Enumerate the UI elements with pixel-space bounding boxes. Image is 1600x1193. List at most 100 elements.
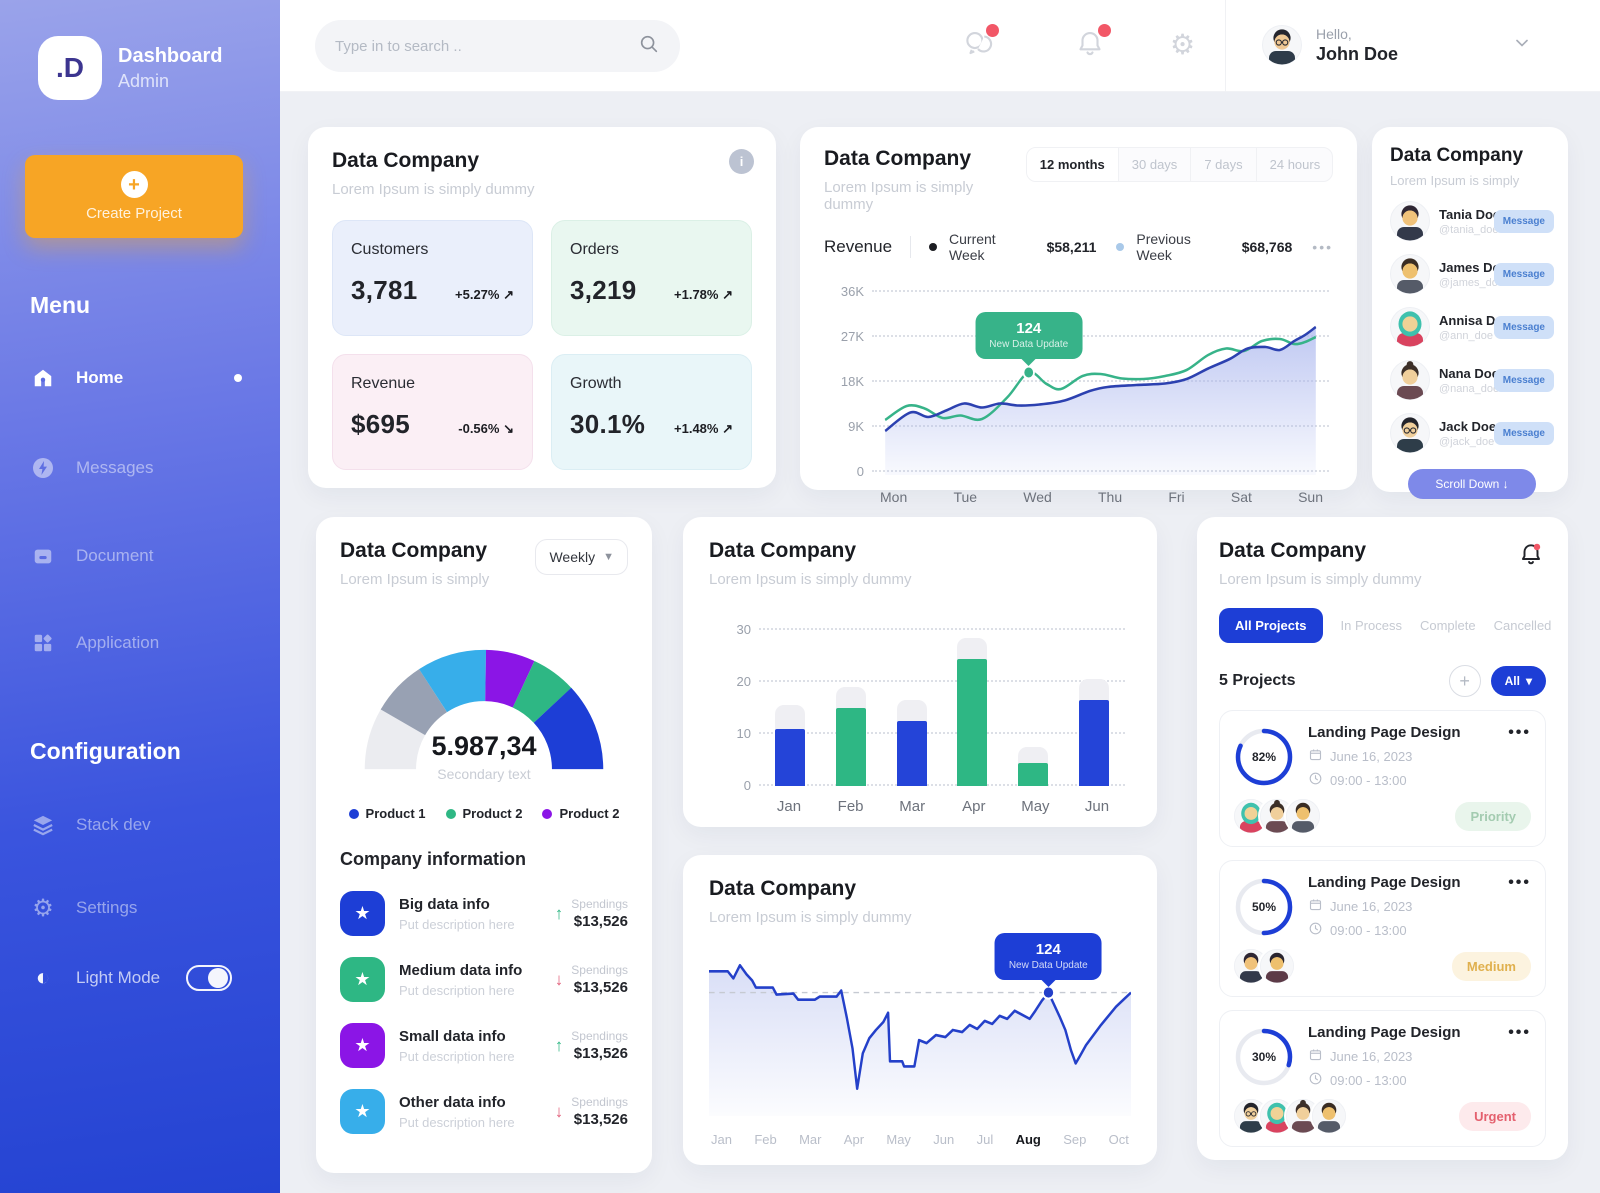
star-icon: ★ [340, 1089, 385, 1134]
x-axis-labels: Jan Feb Mar Apr May Jun Jul Aug Sep Oct [711, 1132, 1129, 1147]
tab-30-days[interactable]: 30 days [1117, 148, 1191, 181]
chat-icon-button[interactable] [963, 24, 999, 62]
bar-jun[interactable] [1078, 679, 1109, 786]
chat-notification-dot [986, 24, 999, 37]
priority-badge: Priority [1455, 801, 1531, 831]
stat-value: 3,219 [570, 275, 637, 305]
spendings-value: $13,526 [573, 1111, 628, 1128]
trend-up-icon: ↗ [722, 287, 733, 302]
project-name: Landing Page Design [1308, 1024, 1461, 1041]
sidebar-item-application[interactable]: Application [30, 630, 250, 656]
bar-apr[interactable] [957, 637, 988, 786]
more-options-icon[interactable]: ••• [1312, 239, 1334, 255]
message-button[interactable]: Message [1493, 368, 1554, 392]
y-tick: 27K [840, 329, 864, 344]
sidebar-item-messages[interactable]: Messages [30, 455, 250, 481]
trend-up-icon: ↗ [503, 287, 514, 302]
sidebar: .D Dashboard Admin + Create Project Menu… [0, 0, 280, 1193]
card-title: Data Company [824, 147, 972, 170]
bar-mar[interactable] [896, 700, 927, 786]
avatar [1390, 254, 1430, 294]
application-grid-icon [30, 630, 56, 656]
project-name: Landing Page Design [1308, 724, 1461, 741]
bell-icon-button[interactable] [1075, 24, 1111, 62]
message-button[interactable]: Message [1493, 421, 1554, 445]
card-subtitle: Lorem Ipsum is simply dummy [824, 179, 974, 213]
message-button[interactable]: Message [1493, 315, 1554, 339]
clock-icon [1308, 921, 1323, 939]
sidebar-item-home[interactable]: Home [30, 365, 250, 391]
light-mode-toggle[interactable] [186, 965, 232, 991]
info-icon[interactable]: i [729, 149, 754, 174]
card-title: Data Company [1219, 539, 1367, 562]
stat-tile-customers[interactable]: Customers 3,781 +5.27% ↗ [332, 220, 533, 336]
create-project-label: Create Project [86, 205, 182, 222]
project-date: June 16, 2023 [1330, 898, 1413, 914]
project-time: 09:00 - 13:00 [1330, 922, 1407, 938]
message-button[interactable]: Message [1493, 262, 1554, 286]
y-tick: 0 [743, 778, 751, 793]
scroll-down-button[interactable]: Scroll Down ↓ [1408, 469, 1536, 499]
card-subtitle: Lorem Ipsum is simply dummy [709, 909, 912, 926]
tab-complete[interactable]: Complete [1419, 618, 1476, 633]
info-row-small-data: ★ Small data info Put description here ↑ … [340, 1023, 628, 1068]
stat-tile-revenue[interactable]: Revenue $695 -0.56% ↘ [332, 354, 533, 470]
user-list-name: James Doe [1439, 259, 1508, 275]
avatar-group [1234, 1099, 1346, 1133]
legend-dot [445, 808, 456, 819]
more-options-icon[interactable]: ••• [1508, 1024, 1531, 1041]
settings-gear-button[interactable]: ⚙ [1170, 28, 1204, 62]
chart-legend: Revenue Current Week $58,211 Previous We… [824, 231, 1333, 263]
progress-percent: 30% [1251, 1049, 1277, 1064]
menu-section-label: Menu [30, 292, 91, 318]
project-item[interactable]: 82% Landing Page Design June 16, 2023 09… [1219, 710, 1546, 847]
series-name: Previous Week [1136, 231, 1191, 263]
sidebar-item-label: Messages [76, 458, 154, 477]
user-list-name: Tania Doe [1439, 206, 1501, 222]
filter-dropdown[interactable]: All ▾ [1490, 666, 1546, 696]
stat-tile-growth[interactable]: Growth 30.1% +1.48% ↗ [551, 354, 752, 470]
create-project-button[interactable]: + Create Project [25, 155, 243, 238]
projects-bell-button[interactable] [1518, 541, 1546, 569]
trend-down-icon: ↘ [503, 421, 514, 436]
more-options-icon[interactable]: ••• [1508, 874, 1531, 891]
stat-tile-orders[interactable]: Orders 3,219 +1.78% ↗ [551, 220, 752, 336]
gauge-card: Data Company Lorem Ipsum is simply Weekl… [316, 517, 652, 1173]
messages-icon [30, 455, 56, 481]
range-tabs: 12 months 30 days 7 days 24 hours [1025, 147, 1333, 182]
clock-icon [1308, 1071, 1323, 1089]
add-project-button[interactable]: + [1448, 665, 1481, 697]
user-list-handle: @ann_doe [1439, 329, 1493, 342]
sidebar-item-document[interactable]: Document [30, 543, 250, 569]
tab-cancelled[interactable]: Cancelled [1493, 618, 1552, 633]
clock-icon [1308, 771, 1323, 789]
tab-in-process[interactable]: In Process [1340, 618, 1402, 633]
bar-jan[interactable] [775, 705, 805, 786]
project-item[interactable]: 30% Landing Page Design June 16, 2023 09… [1219, 1010, 1546, 1147]
tab-24-hours[interactable]: 24 hours [1255, 148, 1332, 181]
tab-12-months[interactable]: 12 months [1026, 148, 1118, 181]
message-button[interactable]: Message [1493, 209, 1554, 233]
project-item[interactable]: 50% Landing Page Design June 16, 2023 09… [1219, 860, 1546, 997]
search-bar [315, 20, 680, 72]
bar-may[interactable] [1018, 747, 1049, 786]
progress-ring: 50% [1234, 877, 1294, 937]
trend-up-icon: ↗ [722, 421, 733, 436]
more-options-icon[interactable]: ••• [1508, 724, 1531, 741]
tab-7-days[interactable]: 7 days [1190, 148, 1255, 181]
company-information-title: Company information [340, 849, 527, 869]
revenue-line-chart-svg [884, 325, 1317, 475]
bar-feb[interactable] [835, 687, 866, 786]
avatar [1260, 1099, 1294, 1133]
trend-line-chart: 124 New Data Update [709, 933, 1131, 1116]
card-title: Data Company [340, 539, 488, 562]
sidebar-item-stack-dev[interactable]: Stack dev [30, 812, 250, 838]
tab-all-projects[interactable]: All Projects [1219, 608, 1323, 643]
user-menu[interactable]: Hello, John Doe [1262, 21, 1532, 69]
period-dropdown[interactable]: Weekly ▼ [535, 539, 628, 575]
search-icon[interactable] [638, 33, 660, 60]
sidebar-item-settings[interactable]: ⚙ Settings [30, 895, 250, 922]
user-list-name: Annisa Doe [1439, 312, 1511, 328]
search-input[interactable] [335, 37, 638, 55]
